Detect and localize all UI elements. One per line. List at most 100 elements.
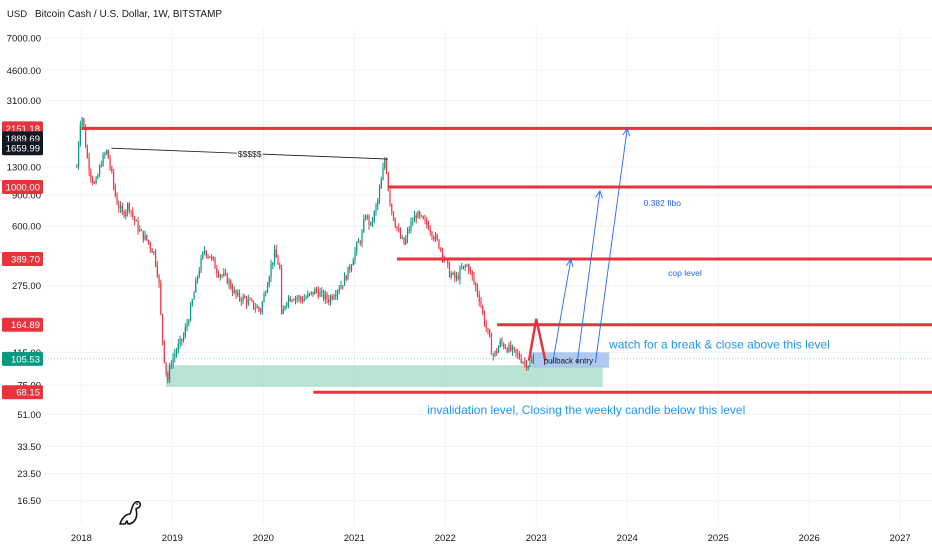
candle-body [331, 296, 333, 299]
candle-body [310, 291, 312, 294]
candle-body [104, 153, 106, 155]
candle-body [352, 260, 354, 266]
dinosaur-logo-icon[interactable] [119, 500, 142, 525]
candle-body [468, 265, 470, 271]
candle-body [375, 205, 377, 212]
time-axis[interactable]: 2018 2019 2020 2021 2022 2023 2024 2025 2026 2027 [71, 533, 911, 544]
candle-body [417, 211, 419, 219]
candle-body [86, 147, 88, 158]
candle-body [389, 190, 391, 205]
candle-body [483, 312, 486, 325]
candle-body [84, 127, 87, 148]
candle-body [347, 266, 349, 280]
candle-body [478, 294, 480, 302]
candle-body [216, 268, 218, 274]
candle-body [520, 358, 522, 363]
candle-body [517, 352, 519, 354]
candle-body [529, 362, 531, 367]
candle-body [244, 296, 246, 299]
candle-body [314, 288, 316, 295]
candle-body [286, 303, 288, 306]
candle-body [112, 171, 115, 186]
candle-body [160, 282, 162, 314]
y-tick-label: 1300.00 [7, 162, 41, 173]
price-badge [2, 141, 43, 156]
price-axis[interactable]: 7000.00 4600.00 3100.00 1300.00 900.00 600.00… [2, 34, 43, 507]
candle-body [378, 188, 381, 200]
price-badge-label: 1659.99 [6, 144, 40, 155]
candle-body [427, 224, 430, 230]
candle-body [235, 290, 237, 296]
candle-body [391, 204, 393, 212]
x-tick-label: 2018 [71, 533, 92, 544]
candle-body [319, 291, 321, 297]
candle-body [214, 258, 216, 269]
candle-body [280, 267, 283, 315]
candle-body [447, 259, 449, 264]
candle-body [179, 338, 181, 344]
candle-body [525, 362, 528, 368]
candle-body [377, 199, 379, 206]
candle-body [371, 221, 374, 223]
projection-arrow [594, 128, 628, 363]
candle-body [504, 347, 507, 349]
candle-body [289, 297, 291, 302]
x-tick-label: 2021 [344, 533, 365, 544]
x-tick-label: 2023 [526, 533, 547, 544]
candle-body [224, 272, 227, 274]
candle-body [366, 215, 368, 218]
candle-body [532, 357, 535, 361]
candle-body [174, 353, 176, 358]
candle-body [132, 211, 134, 217]
candle-body [114, 185, 116, 197]
candle-body [454, 272, 456, 278]
candle-body [249, 299, 251, 301]
candle-body [282, 309, 284, 315]
candle-body [135, 220, 137, 222]
annotation-text: 0.382 fibo [644, 198, 682, 208]
candle-body [147, 239, 150, 244]
candle-body [256, 306, 258, 309]
candle-body [494, 351, 496, 356]
candle-body [475, 282, 477, 288]
candle-body [118, 204, 120, 209]
candle-body [200, 258, 202, 271]
candle-body [88, 157, 90, 171]
candle-body [515, 349, 517, 353]
annotation-text: cop level [668, 268, 702, 278]
candle-body [240, 298, 242, 302]
candle-body [524, 361, 526, 363]
x-tick-label: 2025 [708, 533, 729, 544]
price-badge [2, 179, 43, 194]
candle-body [380, 179, 382, 189]
candle-body [298, 296, 300, 298]
chart-title: Bitcoin Cash / U.S. Dollar, 1W, BITSTAMP [35, 9, 222, 20]
candle-body [144, 234, 146, 240]
candle-body [329, 296, 332, 303]
y-tick-label: 3100.00 [7, 96, 41, 107]
annotation-text: watch for a break & close above this lev… [608, 338, 830, 352]
candle-body [294, 297, 297, 300]
candle-body [156, 264, 158, 276]
candle-body [496, 351, 498, 353]
candle-body [139, 229, 141, 231]
annotation-zones [165, 352, 610, 387]
candle-body [293, 299, 295, 301]
candle-body [357, 241, 360, 243]
candle-body [221, 275, 223, 277]
candle-body [105, 150, 108, 154]
candle-body [184, 327, 186, 336]
candle-body [167, 373, 169, 381]
candle-body [175, 350, 178, 354]
candle-body [83, 118, 85, 128]
candle-body [370, 221, 372, 225]
candle-body [77, 143, 80, 167]
candle-body [333, 296, 335, 299]
trendline [111, 147, 388, 160]
candle-body [279, 264, 281, 268]
candle-body [140, 229, 143, 231]
candle-body [76, 166, 78, 168]
arrow-head [622, 127, 631, 137]
candle-body [97, 175, 99, 179]
